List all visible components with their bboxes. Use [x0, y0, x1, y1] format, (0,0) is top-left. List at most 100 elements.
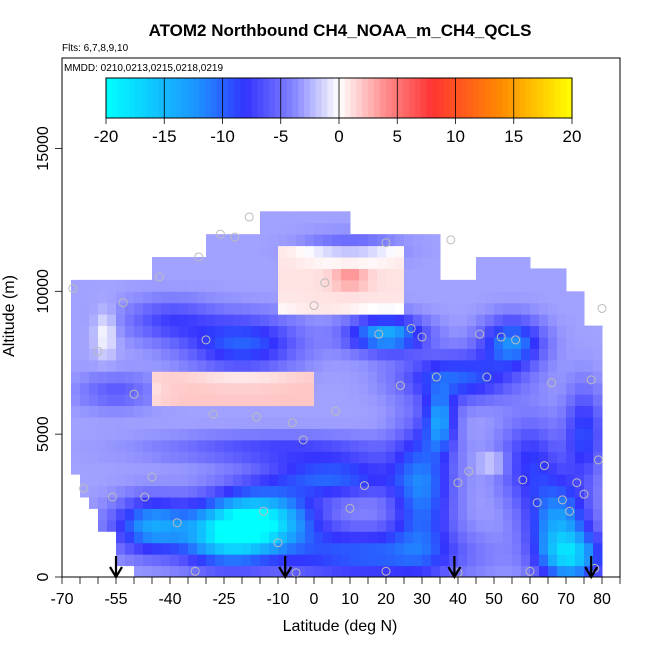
heatmap-cell	[215, 382, 225, 395]
heatmap-cell	[404, 451, 414, 464]
heatmap-cell	[206, 531, 216, 544]
heatmap-cell	[404, 291, 414, 304]
heatmap-cell	[350, 405, 360, 418]
colorbar-segment	[292, 78, 299, 118]
heatmap-cell	[539, 325, 549, 338]
heatmap-cell	[431, 382, 441, 395]
heatmap-cell	[548, 302, 558, 315]
heatmap-cell	[161, 451, 171, 464]
heatmap-cell	[251, 314, 261, 327]
heatmap-cell	[422, 234, 432, 247]
heatmap-cell	[224, 394, 234, 407]
heatmap-cell	[359, 497, 369, 509]
heatmap-cell	[197, 428, 207, 441]
heatmap-cell	[224, 451, 234, 464]
heatmap-cell	[278, 382, 288, 395]
heatmap-cell	[512, 497, 522, 509]
heatmap-cell	[80, 291, 90, 304]
heatmap-cell	[242, 245, 252, 258]
heatmap-cells	[71, 211, 603, 577]
heatmap-cell	[188, 382, 198, 395]
heatmap-cell	[269, 508, 279, 521]
heatmap-cell	[557, 497, 567, 509]
heatmap-cell	[224, 554, 234, 567]
heatmap-cell	[395, 439, 405, 452]
heatmap-cell	[341, 405, 351, 418]
heatmap-cell	[161, 394, 171, 407]
heatmap-cell	[512, 428, 522, 441]
heatmap-cell	[179, 542, 189, 555]
heatmap-cell	[494, 359, 504, 372]
heatmap-cell	[233, 417, 243, 429]
heatmap-cell	[458, 314, 468, 327]
heatmap-cell	[530, 417, 540, 429]
heatmap-cell	[485, 325, 495, 338]
heatmap-cell	[179, 371, 189, 384]
heatmap-cell	[278, 405, 288, 418]
heatmap-cell	[584, 554, 594, 567]
heatmap-cell	[80, 417, 90, 429]
heatmap-cell	[476, 417, 486, 429]
heatmap-cell	[368, 417, 378, 429]
heatmap-cell	[368, 508, 378, 521]
heatmap-cell	[431, 405, 441, 418]
heatmap-cell	[116, 348, 126, 361]
heatmap-cell	[485, 542, 495, 555]
heatmap-cell	[458, 554, 468, 567]
heatmap-cell	[269, 257, 279, 269]
heatmap-cell	[260, 554, 270, 567]
heatmap-cell	[593, 394, 603, 407]
heatmap-cell	[548, 508, 558, 521]
heatmap-cell	[413, 314, 423, 327]
heatmap-cell	[143, 485, 153, 498]
heatmap-cell	[161, 382, 171, 395]
heatmap-cell	[71, 428, 81, 441]
heatmap-cell	[152, 405, 162, 418]
heatmap-cell	[179, 462, 189, 475]
heatmap-cell	[566, 531, 576, 544]
heatmap-cell	[332, 508, 342, 521]
heatmap-cell	[125, 451, 135, 464]
heatmap-cell	[341, 279, 351, 292]
heatmap-cell	[539, 542, 549, 555]
sample-point	[201, 335, 211, 345]
heatmap-cell	[296, 519, 306, 532]
heatmap-cell	[467, 428, 477, 441]
heatmap-cell	[224, 348, 234, 361]
heatmap-cell	[377, 417, 387, 429]
heatmap-cell	[287, 439, 297, 452]
colorbar-segment	[344, 78, 352, 118]
heatmap-cell	[233, 565, 243, 577]
x-tick-label: -70	[50, 591, 73, 608]
heatmap-cell	[593, 519, 603, 532]
heatmap-cell	[476, 451, 486, 464]
heatmap-cell	[395, 257, 405, 269]
heatmap-cell	[584, 371, 594, 384]
heatmap-cell	[170, 485, 180, 498]
heatmap-cell	[296, 291, 306, 304]
heatmap-cell	[215, 554, 225, 567]
heatmap-cell	[242, 531, 252, 544]
heatmap-cell	[557, 462, 567, 475]
heatmap-cell	[485, 405, 495, 418]
heatmap-cell	[584, 497, 594, 509]
heatmap-cell	[377, 394, 387, 407]
heatmap-cell	[557, 508, 567, 521]
heatmap-cell	[530, 405, 540, 418]
heatmap-cell	[125, 394, 135, 407]
colorbar-segment	[537, 78, 544, 118]
heatmap-cell	[98, 428, 108, 441]
heatmap-cell	[530, 474, 540, 487]
heatmap-cell	[359, 554, 369, 567]
heatmap-cell	[539, 497, 549, 509]
heatmap-cell	[269, 234, 279, 247]
heatmap-cell	[332, 257, 342, 269]
heatmap-cell	[134, 542, 144, 555]
heatmap-cell	[557, 382, 567, 395]
heatmap-cell	[584, 485, 594, 498]
heatmap-cell	[566, 519, 576, 532]
heatmap-cell	[503, 325, 513, 338]
heatmap-cell	[422, 554, 432, 567]
heatmap-cell	[251, 371, 261, 384]
heatmap-cell	[89, 439, 99, 452]
